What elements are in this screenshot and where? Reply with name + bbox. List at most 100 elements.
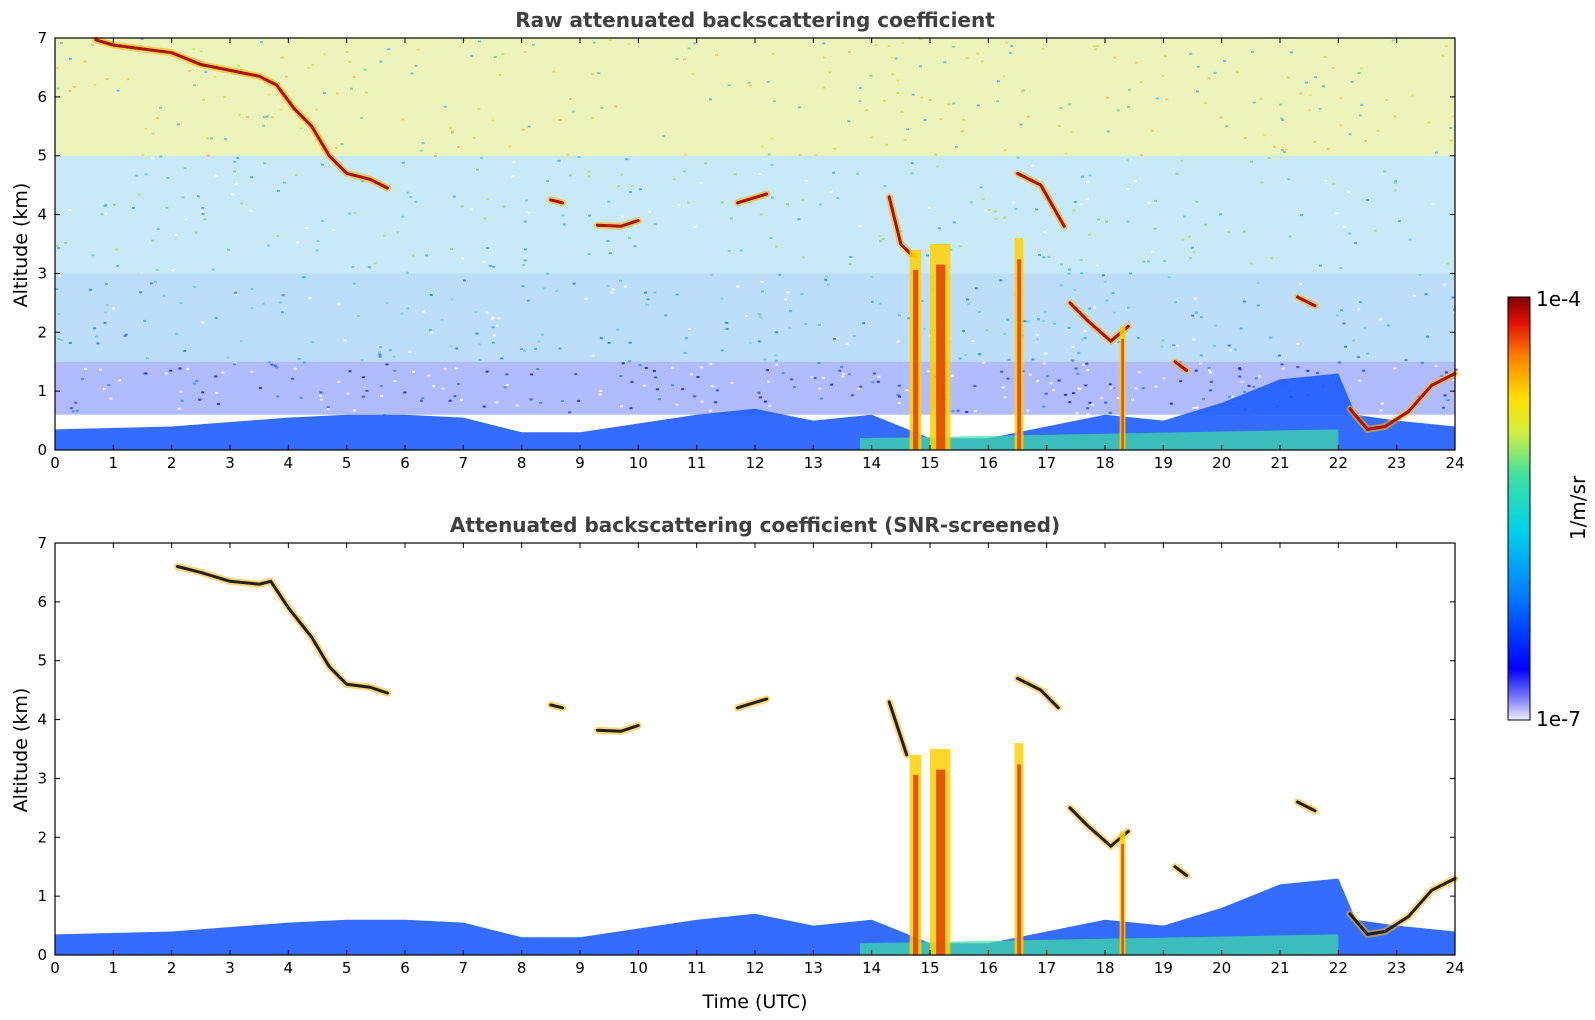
noise-speckle [920, 300, 924, 302]
noise-speckle [1296, 366, 1300, 369]
noise-speckle [645, 303, 649, 306]
noise-speckle [943, 61, 947, 64]
noise-speckle [775, 245, 779, 248]
noise-speckle [571, 110, 575, 113]
noise-speckle [210, 137, 214, 140]
noise-speckle [491, 119, 495, 122]
noise-speckle [401, 215, 405, 218]
noise-speckle [1044, 352, 1048, 355]
noise-speckle [691, 72, 695, 75]
noise-speckle [164, 372, 168, 375]
noise-speckle [149, 282, 153, 285]
noise-speckle [1165, 98, 1169, 101]
noise-speckle [74, 401, 78, 404]
noise-speckle [1454, 368, 1458, 371]
noise-speckle [822, 86, 826, 89]
noise-speckle [463, 39, 467, 42]
x-tick-label: 1 [109, 959, 119, 977]
noise-speckle [1250, 160, 1253, 163]
noise-speckle [1339, 96, 1343, 99]
y-tick-label: 5 [37, 147, 47, 165]
noise-speckle [1006, 377, 1010, 380]
noise-speckle [1342, 322, 1346, 325]
x-tick-label: 7 [459, 959, 469, 977]
noise-speckle [320, 219, 324, 222]
noise-speckle [693, 225, 697, 228]
noise-speckle [836, 197, 840, 199]
y-tick-label: 3 [37, 264, 47, 282]
noise-speckle [144, 372, 148, 375]
noise-speckle [69, 57, 72, 60]
noise-speckle [1306, 369, 1310, 372]
noise-speckle [727, 84, 731, 87]
noise-speckle [472, 136, 476, 139]
noise-speckle [123, 334, 127, 337]
noise-speckle [270, 363, 274, 366]
noise-speckle [898, 395, 901, 398]
noise-speckle [259, 41, 263, 44]
noise-speckle [759, 316, 762, 319]
noise-speckle [521, 128, 525, 131]
noise-speckle [1269, 336, 1273, 339]
noise-speckle [700, 400, 704, 403]
noise-speckle [1358, 114, 1362, 117]
noise-speckle [155, 268, 159, 271]
noise-speckle [115, 248, 118, 251]
noise-speckle [1068, 401, 1072, 404]
noise-speckle [206, 137, 209, 140]
noise-speckle [987, 209, 991, 211]
noise-speckle [380, 395, 384, 397]
noise-speckle [1192, 406, 1196, 409]
noise-speckle [103, 321, 107, 324]
noise-speckle [662, 135, 665, 138]
noise-speckle [901, 42, 905, 45]
noise-speckle [316, 240, 320, 242]
noise-speckle [453, 395, 457, 398]
noise-speckle [947, 103, 951, 106]
noise-speckle [614, 105, 618, 108]
noise-speckle [1127, 88, 1131, 91]
noise-speckle [1059, 107, 1063, 110]
noise-speckle [1196, 65, 1200, 68]
noise-speckle [1060, 263, 1063, 266]
x-tick-label: 15 [920, 959, 939, 977]
noise-speckle [557, 159, 561, 162]
noise-speckle [982, 361, 986, 364]
noise-speckle [906, 128, 909, 131]
noise-speckle [920, 96, 924, 99]
noise-speckle [1042, 320, 1046, 322]
noise-speckle [419, 399, 423, 402]
noise-speckle [1072, 392, 1075, 395]
noise-speckle [1082, 363, 1086, 366]
noise-speckle [477, 40, 481, 43]
y-tick-label: 1 [37, 887, 47, 905]
x-tick-label: 21 [1270, 959, 1289, 977]
noise-speckle [1162, 260, 1166, 263]
noise-speckle [1223, 60, 1227, 62]
noise-speckle [1042, 405, 1046, 408]
noise-speckle [1002, 75, 1006, 78]
noise-speckle [1451, 115, 1455, 118]
noise-speckle [214, 316, 218, 319]
noise-speckle [1003, 332, 1006, 335]
noise-speckle [1012, 201, 1016, 204]
noise-speckle [696, 376, 700, 378]
noise-speckle [68, 342, 72, 344]
noise-speckle [818, 203, 822, 206]
noise-speckle [1218, 213, 1222, 216]
noise-speckle [1042, 256, 1046, 259]
noise-speckle [1007, 358, 1011, 361]
noise-speckle [1323, 56, 1327, 59]
noise-speckle [1280, 117, 1284, 120]
noise-speckle [1035, 208, 1039, 211]
noise-speckle [801, 198, 805, 201]
noise-speckle [911, 93, 915, 96]
noise-speckle [1000, 370, 1004, 373]
noise-speckle [1344, 345, 1347, 348]
noise-speckle [775, 331, 778, 334]
noise-speckle [159, 155, 163, 158]
noise-speckle [781, 372, 785, 375]
noise-speckle [400, 312, 404, 315]
x-tick-label: 4 [284, 959, 294, 977]
noise-speckle [277, 189, 280, 192]
